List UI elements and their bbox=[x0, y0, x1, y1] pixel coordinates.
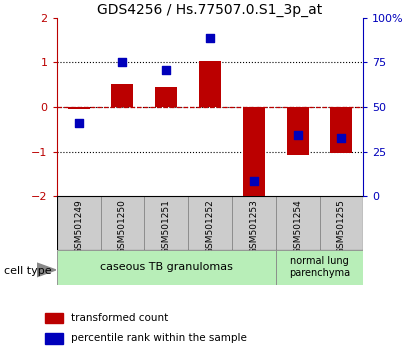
FancyBboxPatch shape bbox=[320, 196, 363, 250]
FancyBboxPatch shape bbox=[57, 196, 100, 250]
Text: caseous TB granulomas: caseous TB granulomas bbox=[100, 262, 233, 272]
Text: GSM501249: GSM501249 bbox=[74, 199, 83, 254]
FancyBboxPatch shape bbox=[276, 196, 320, 250]
FancyBboxPatch shape bbox=[232, 196, 276, 250]
Bar bbox=[45, 333, 63, 343]
Bar bbox=[111, 84, 134, 107]
Bar bbox=[331, 107, 352, 153]
FancyBboxPatch shape bbox=[276, 250, 363, 285]
Bar bbox=[199, 62, 221, 107]
Text: GSM501251: GSM501251 bbox=[162, 199, 171, 254]
FancyBboxPatch shape bbox=[57, 250, 276, 285]
Text: normal lung
parenchyma: normal lung parenchyma bbox=[289, 256, 350, 278]
FancyBboxPatch shape bbox=[188, 196, 232, 250]
Bar bbox=[45, 313, 63, 323]
Bar bbox=[243, 107, 265, 202]
FancyBboxPatch shape bbox=[144, 196, 188, 250]
Polygon shape bbox=[37, 263, 56, 277]
Point bbox=[338, 136, 345, 141]
Title: GDS4256 / Hs.77507.0.S1_3p_at: GDS4256 / Hs.77507.0.S1_3p_at bbox=[97, 3, 323, 17]
Text: GSM501252: GSM501252 bbox=[205, 199, 215, 254]
Text: GSM501253: GSM501253 bbox=[249, 199, 258, 254]
FancyBboxPatch shape bbox=[100, 196, 144, 250]
Text: percentile rank within the sample: percentile rank within the sample bbox=[71, 333, 247, 343]
Point bbox=[294, 132, 301, 138]
Text: GSM501255: GSM501255 bbox=[337, 199, 346, 254]
Text: GSM501250: GSM501250 bbox=[118, 199, 127, 254]
Bar bbox=[155, 87, 177, 107]
Point bbox=[207, 35, 213, 41]
Point bbox=[119, 59, 126, 65]
Point bbox=[250, 178, 257, 184]
Text: cell type: cell type bbox=[4, 266, 52, 276]
Point bbox=[75, 120, 82, 126]
Bar bbox=[68, 107, 89, 109]
Bar bbox=[287, 107, 309, 155]
Text: transformed count: transformed count bbox=[71, 313, 168, 323]
Text: GSM501254: GSM501254 bbox=[293, 199, 302, 254]
Point bbox=[163, 68, 170, 73]
